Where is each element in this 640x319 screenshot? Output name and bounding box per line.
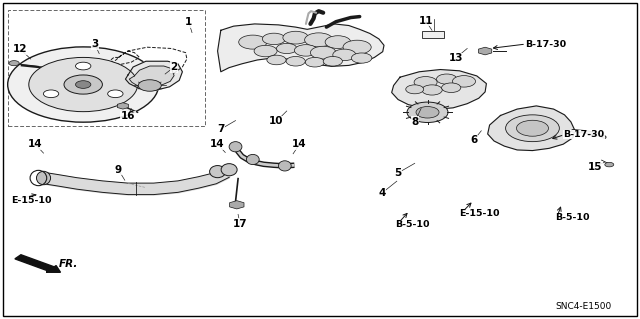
Text: 9: 9 — [115, 165, 122, 175]
Text: SNC4-E1500: SNC4-E1500 — [556, 302, 612, 311]
Text: 16: 16 — [121, 111, 135, 122]
Circle shape — [436, 74, 457, 84]
Text: 12: 12 — [13, 44, 28, 55]
Text: 7: 7 — [217, 124, 225, 134]
Polygon shape — [218, 24, 384, 72]
Circle shape — [262, 33, 285, 45]
Text: 3: 3 — [91, 39, 99, 49]
Text: B-17-30: B-17-30 — [525, 40, 566, 48]
Text: 10: 10 — [269, 116, 284, 126]
Circle shape — [325, 36, 351, 48]
Circle shape — [76, 81, 91, 88]
Text: 8: 8 — [411, 117, 419, 127]
Polygon shape — [125, 61, 182, 90]
Text: 1: 1 — [185, 17, 193, 27]
Text: 5: 5 — [394, 168, 402, 178]
Ellipse shape — [36, 171, 51, 185]
Text: E-15-10: E-15-10 — [12, 196, 52, 205]
Circle shape — [283, 31, 308, 44]
Ellipse shape — [210, 166, 226, 178]
Circle shape — [64, 75, 102, 94]
Circle shape — [29, 57, 138, 112]
Circle shape — [305, 57, 324, 67]
FancyArrow shape — [15, 255, 61, 272]
Ellipse shape — [278, 161, 291, 171]
Text: 4: 4 — [378, 188, 386, 198]
Circle shape — [416, 107, 439, 118]
Text: 11: 11 — [419, 16, 433, 26]
Ellipse shape — [221, 164, 237, 176]
Text: B-5-10: B-5-10 — [556, 213, 590, 222]
Circle shape — [406, 85, 424, 94]
Text: 14: 14 — [28, 139, 42, 149]
Text: E-15-10: E-15-10 — [460, 209, 500, 218]
Circle shape — [8, 47, 159, 122]
Circle shape — [351, 53, 372, 63]
Circle shape — [138, 80, 161, 91]
FancyBboxPatch shape — [422, 31, 444, 38]
Circle shape — [239, 35, 267, 49]
Ellipse shape — [229, 142, 242, 152]
Circle shape — [442, 83, 461, 93]
Circle shape — [254, 45, 277, 57]
Circle shape — [422, 85, 442, 95]
Circle shape — [506, 115, 559, 142]
Text: FR.: FR. — [59, 259, 78, 269]
Circle shape — [323, 56, 342, 66]
Text: B-17-30: B-17-30 — [563, 130, 604, 139]
Circle shape — [76, 62, 91, 70]
Ellipse shape — [246, 154, 259, 165]
Circle shape — [267, 55, 286, 65]
Circle shape — [516, 120, 548, 136]
Polygon shape — [488, 106, 575, 151]
Polygon shape — [392, 70, 486, 109]
Circle shape — [414, 77, 437, 88]
Circle shape — [605, 162, 614, 167]
Text: B-5-10: B-5-10 — [396, 220, 430, 229]
Circle shape — [9, 61, 19, 66]
Text: 6: 6 — [470, 135, 477, 145]
Circle shape — [44, 90, 59, 98]
Polygon shape — [129, 66, 174, 87]
Circle shape — [343, 40, 371, 54]
Circle shape — [333, 49, 356, 61]
Circle shape — [276, 43, 297, 54]
Circle shape — [310, 46, 336, 59]
Text: 13: 13 — [449, 53, 463, 63]
Circle shape — [305, 33, 333, 47]
Circle shape — [407, 102, 448, 122]
Text: 14: 14 — [211, 139, 225, 149]
Text: 2: 2 — [170, 62, 178, 72]
Text: 14: 14 — [292, 139, 307, 149]
Circle shape — [294, 45, 317, 56]
Circle shape — [452, 76, 476, 87]
Circle shape — [286, 56, 305, 66]
Text: 17: 17 — [233, 219, 247, 229]
Text: 15: 15 — [588, 161, 602, 172]
Circle shape — [108, 90, 123, 98]
